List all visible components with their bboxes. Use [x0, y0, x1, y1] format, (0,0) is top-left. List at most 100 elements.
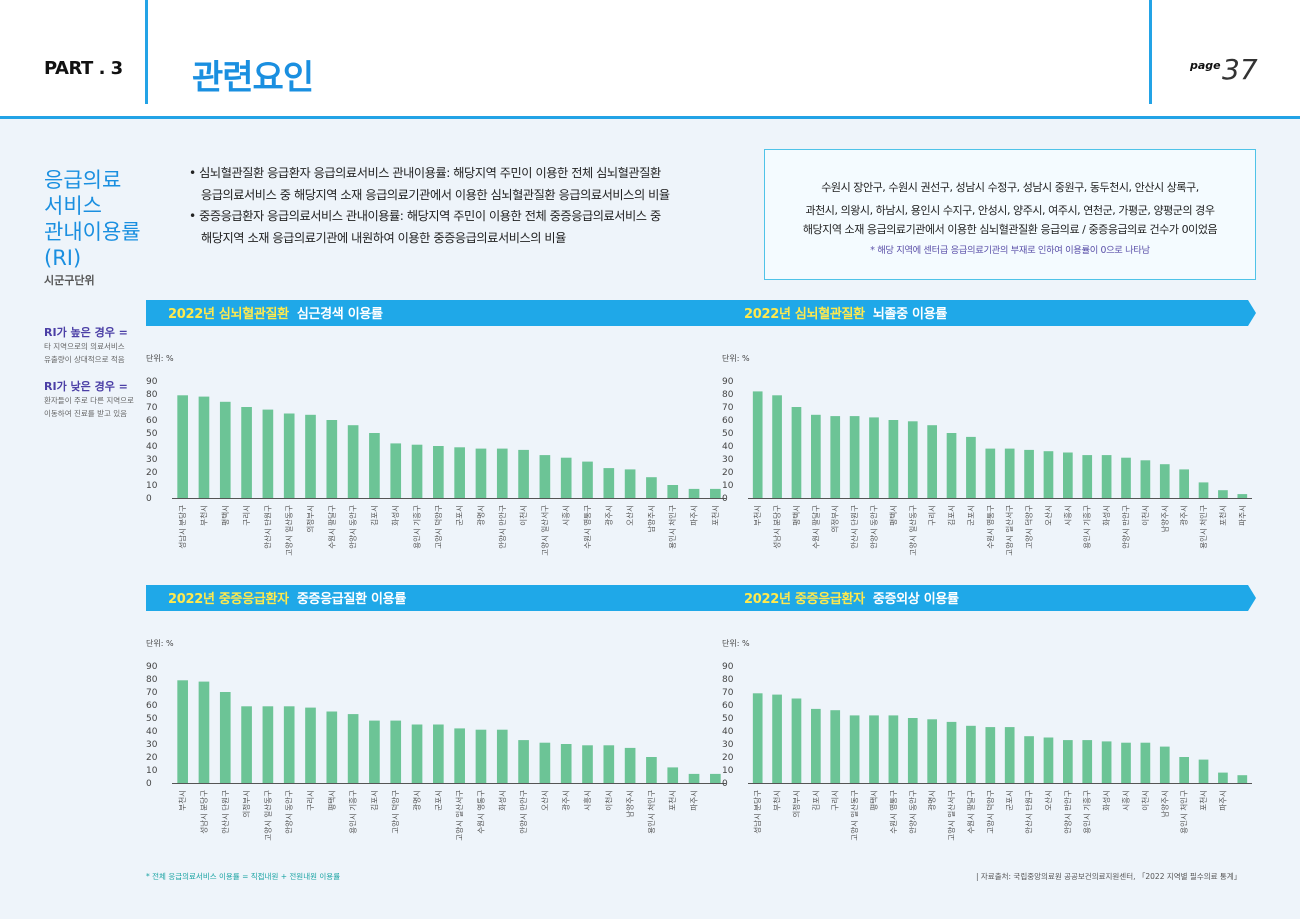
x-tick-label: 김포시 [810, 790, 820, 811]
x-tick-label: 오산시 [625, 505, 635, 526]
header-divider-right [1149, 0, 1152, 104]
y-tick-label: 90 [146, 377, 158, 387]
x-tick-label: 광주시 [603, 505, 613, 526]
bar [177, 680, 188, 783]
x-tick-label: 포천시 [1198, 790, 1208, 811]
x-tick-label: 김포시 [369, 790, 379, 811]
x-tick-label: 고양시 일산서구 [539, 505, 549, 556]
x-tick-label: 안양시 만안구 [497, 505, 507, 549]
bar [966, 436, 976, 498]
x-tick-label: 고양시 일산서구 [946, 790, 956, 841]
y-tick-label: 90 [146, 662, 158, 672]
x-tick-label: 화성시 [498, 790, 507, 811]
bar [1121, 742, 1131, 783]
x-tick-label: 이천시 [518, 505, 528, 526]
x-tick-label: 이천시 [603, 790, 613, 811]
x-tick-label: 평택시 [326, 790, 336, 811]
x-tick-label: 광명시 [927, 790, 937, 811]
bar [1004, 448, 1015, 498]
definition-item: 심뇌혈관질환 응급환자 응급의료서비스 관내이용률: 해당지역 주민이 이용한 … [189, 163, 749, 206]
definition-text: 중증응급환자 응급의료서비스 관내이용률: 해당지역 주민이 이용한 전체 중증… [199, 209, 661, 223]
bar [985, 448, 996, 498]
x-tick-label: 구리시 [831, 790, 840, 811]
notice-line: 수원시 장안구, 수원시 권선구, 성남시 수정구, 성남시 중원구, 동두천시… [821, 181, 1199, 194]
bar [1121, 457, 1131, 498]
y-tick-label: 70 [722, 403, 734, 413]
y-tick-label: 10 [146, 481, 158, 491]
x-tick-label: 화성시 [391, 505, 400, 526]
chart-banner [146, 585, 730, 611]
bar [1101, 455, 1112, 498]
x-tick-label: 의정부시 [241, 790, 251, 818]
chart-title-highlight: 2022년 심뇌혈관질환 [744, 306, 865, 322]
bar [241, 706, 252, 783]
bar [1159, 746, 1170, 783]
x-tick-label: 의정부시 [830, 505, 840, 533]
bar [1082, 455, 1093, 498]
x-tick-label: 용인시 처인구 [646, 790, 656, 834]
definition-text: 해당지역 소재 응급의료기관에 내원하여 이용한 중증응급의료서비스의 비율 [201, 230, 566, 245]
bar [1063, 452, 1073, 498]
x-tick-label: 용인시 기흥구 [348, 790, 358, 834]
chart-title-rest: 심근경색 이용률 [297, 306, 383, 322]
x-tick-label: 오산시 [1043, 790, 1053, 811]
x-tick-label: 수원시 팔달구 [965, 790, 975, 834]
bar [305, 414, 316, 498]
x-tick-label: 포천시 [1217, 505, 1227, 526]
x-tick-label: 고양시 덕양구 [1024, 505, 1034, 549]
y-tick-label: 20 [146, 753, 158, 763]
x-tick-label: 파주시 [690, 790, 699, 811]
bar [811, 708, 821, 783]
y-tick-label: 50 [146, 714, 158, 724]
bar [454, 728, 465, 783]
x-tick-label: 용인시 처인구 [667, 505, 677, 549]
y-tick-label: 30 [146, 740, 158, 750]
bar [326, 420, 338, 498]
bar [624, 747, 636, 783]
x-tick-label: 용인시 기흥구 [1082, 790, 1092, 834]
x-tick-label: 오산시 [539, 790, 549, 811]
x-tick-label: 김포시 [369, 505, 379, 526]
chart-unit-label: 단위: % [146, 353, 174, 363]
x-tick-label: 성남시 분당구 [752, 790, 762, 834]
x-tick-label: 시흥시 [1062, 505, 1072, 526]
x-tick-label: 고양시 일산서구 [454, 790, 464, 841]
x-tick-label: 광주시 [1179, 505, 1189, 526]
page-header [0, 0, 1300, 117]
y-tick-label: 10 [146, 766, 158, 776]
bar [560, 744, 572, 783]
x-tick-label: 수원시 영통구 [985, 505, 995, 549]
chart-title-rest: 중증응급질환 이용률 [297, 591, 407, 607]
y-tick-label: 70 [146, 688, 158, 698]
header-rule [0, 116, 1300, 119]
y-tick-label: 0 [722, 779, 728, 789]
bar [241, 407, 252, 498]
y-tick-label: 10 [722, 481, 734, 491]
bar [849, 715, 860, 783]
section-title-line: 관내이용률 [44, 220, 141, 244]
bar [966, 725, 976, 783]
bar [582, 461, 593, 498]
x-tick-label: 고양시 일산동구 [262, 790, 272, 841]
x-tick-label: 안양시 만안구 [518, 790, 528, 834]
y-tick-label: 20 [722, 753, 734, 763]
definition-text: 심뇌혈관질환 응급환자 응급의료서비스 관내이용률: 해당지역 주민이 이용한 … [199, 166, 661, 180]
definition-item: 중증응급환자 응급의료서비스 관내이용률: 해당지역 주민이 이용한 전체 중증… [189, 206, 749, 249]
x-tick-label: 안산시 단원구 [220, 790, 230, 834]
bar [1237, 494, 1248, 498]
chart-title: 2022년 중증응급환자 중증응급질환 이용률 [168, 591, 406, 607]
x-tick-label: 수원시 영통구 [888, 790, 898, 834]
bar [411, 724, 423, 783]
x-tick-label: 부천시 [772, 790, 782, 811]
chart-unit-label: 단위: % [146, 638, 174, 648]
bar [369, 433, 380, 498]
x-tick-label: 성남시 분당구 [772, 505, 782, 549]
y-tick-label: 80 [146, 675, 158, 685]
x-tick-label: 군포시 [1005, 790, 1014, 811]
bar [262, 409, 274, 498]
x-tick-label: 용인시 처인구 [1179, 790, 1189, 834]
bar [1063, 740, 1073, 783]
bar [1198, 759, 1209, 783]
